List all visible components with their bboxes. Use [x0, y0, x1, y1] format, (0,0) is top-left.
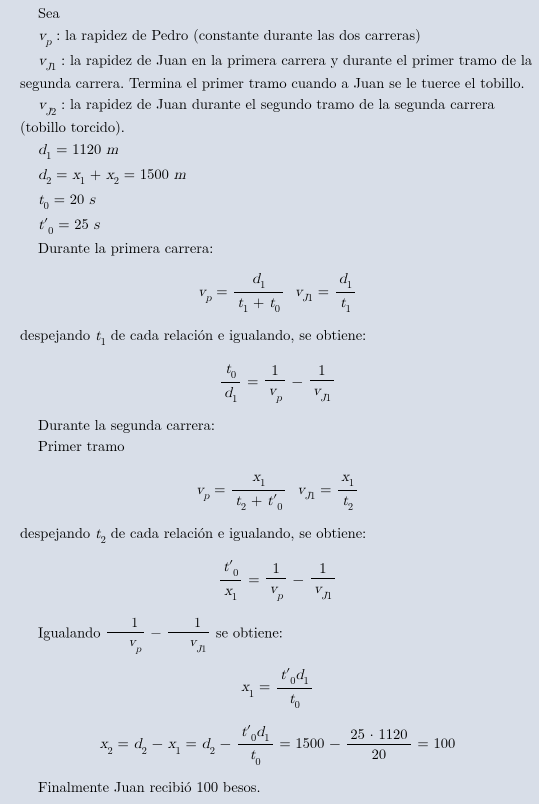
intro-sea: Sea: [20, 4, 535, 24]
vp-def: vp : la rapidez de Pedro (constante dura…: [20, 26, 535, 49]
igualando: Igualando 1vp − 1vJ1 se obtiene:: [20, 614, 535, 655]
final: Finalmente Juan recibió 100 besos.: [20, 778, 535, 798]
eq-race2: vp = x1t2 + t′0 vJ1 = x1t2: [20, 467, 535, 514]
race2-desp: despejando t2 de cada relación e igualan…: [20, 524, 535, 547]
race2-primer: Primer tramo: [20, 437, 535, 457]
d2-def: d2 = x1 + x2 = 1500 m: [20, 165, 535, 188]
race1-title: Durante la primera carrera:: [20, 239, 535, 259]
vj2-def: vJ2 : la rapidez de Juan durante el segu…: [20, 95, 535, 138]
vj1-def: vJ1 : la rapidez de Juan en la primera c…: [20, 51, 535, 94]
eq-race2-result: t′0x1 = 1vp − 1vJ1: [20, 557, 535, 604]
t0-def: t0 = 20 s: [20, 190, 535, 213]
eq-race1: vp = d1t1 + t0 vJ1 = d1t1: [20, 269, 535, 316]
t0p-def: t′0 = 25 s: [20, 215, 535, 238]
d1-def: d1 = 1120 m: [20, 140, 535, 163]
race1-desp: despejando t1 de cada relación e igualan…: [20, 326, 535, 349]
race2-title: Durante la segunda carrera:: [20, 416, 535, 436]
eq-x1: x1 = t′0d1t0: [20, 665, 535, 712]
eq-x2: x2 = d2 − x1 = d2 − t′0d1t0 = 1500 − 25 …: [20, 722, 535, 769]
eq-race1-result: t0d1 = 1vp − 1vJ1: [20, 359, 535, 406]
